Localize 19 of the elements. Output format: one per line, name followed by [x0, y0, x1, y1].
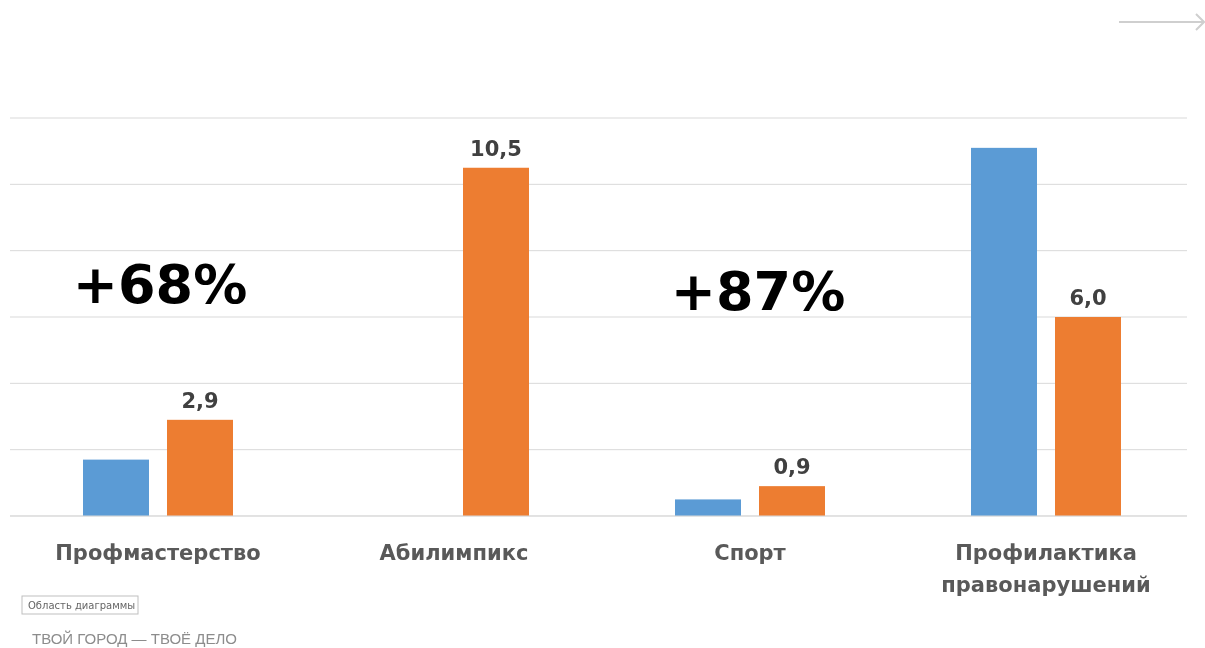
bar [463, 167, 529, 516]
text: ТВОЙ ГОРОД — ТВОЁ ДЕЛО [32, 630, 237, 647]
data-label: 2,9 [181, 388, 219, 413]
bar [759, 486, 825, 516]
annotation: +87% [670, 260, 846, 323]
x-tick-label: Профилактика правонарушений [941, 541, 1151, 597]
x-tick-label: Спорт [714, 541, 787, 565]
data-label: 10,5 [470, 136, 522, 161]
bar [1055, 317, 1121, 516]
bar [83, 459, 149, 516]
x-tick-label: Профмастерство [55, 541, 261, 565]
annotation: +68% [72, 253, 248, 316]
data-label: 0,9 [773, 455, 811, 480]
text: Область диаграммы [28, 600, 136, 611]
bar [971, 147, 1037, 516]
bar [675, 499, 741, 516]
data-label: 6,0 [1069, 286, 1107, 310]
x-tick-label: Абилимпикс [379, 541, 529, 565]
bar [167, 419, 233, 516]
